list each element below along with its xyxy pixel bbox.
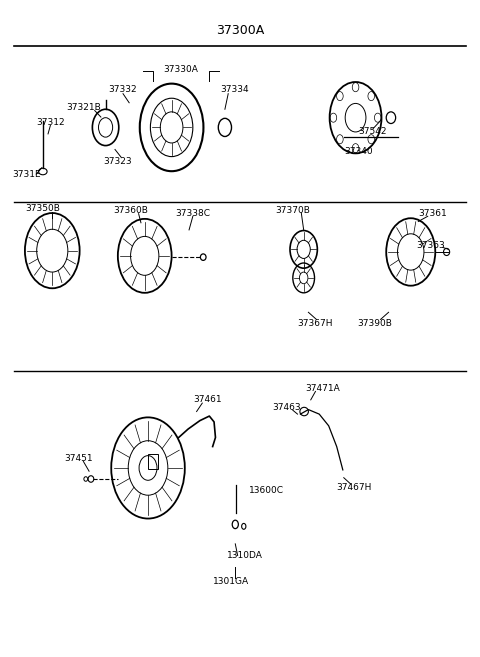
Text: 3731E: 3731E: [12, 170, 41, 179]
Text: 37312: 37312: [36, 118, 65, 127]
Text: 37451: 37451: [64, 454, 93, 463]
Text: 37332: 37332: [108, 85, 137, 95]
Text: 37360B: 37360B: [113, 206, 148, 215]
Text: 37323: 37323: [103, 156, 132, 166]
Text: 37350B: 37350B: [25, 204, 60, 213]
Text: 37321B: 37321B: [66, 103, 101, 112]
Text: 37390B: 37390B: [357, 319, 392, 328]
Bar: [147, 455, 158, 468]
Text: 1310DA: 1310DA: [227, 551, 263, 560]
Text: 37463: 37463: [272, 403, 300, 412]
Text: 1301GA: 1301GA: [213, 577, 249, 586]
Text: 37542: 37542: [359, 127, 387, 137]
Text: 37471A: 37471A: [305, 384, 340, 393]
Text: 37361: 37361: [418, 208, 447, 217]
Text: 37334: 37334: [220, 85, 249, 95]
Text: 37300A: 37300A: [216, 24, 264, 37]
Text: 13600C: 13600C: [250, 486, 285, 495]
Text: 37340: 37340: [345, 147, 373, 156]
Text: 37367H: 37367H: [298, 319, 333, 328]
Text: 37370B: 37370B: [276, 206, 310, 215]
Text: 37363: 37363: [417, 241, 445, 250]
Text: 37338C: 37338C: [175, 208, 210, 217]
Text: 37461: 37461: [193, 396, 222, 404]
Text: 37467H: 37467H: [336, 483, 372, 492]
Text: 37330A: 37330A: [164, 64, 198, 74]
